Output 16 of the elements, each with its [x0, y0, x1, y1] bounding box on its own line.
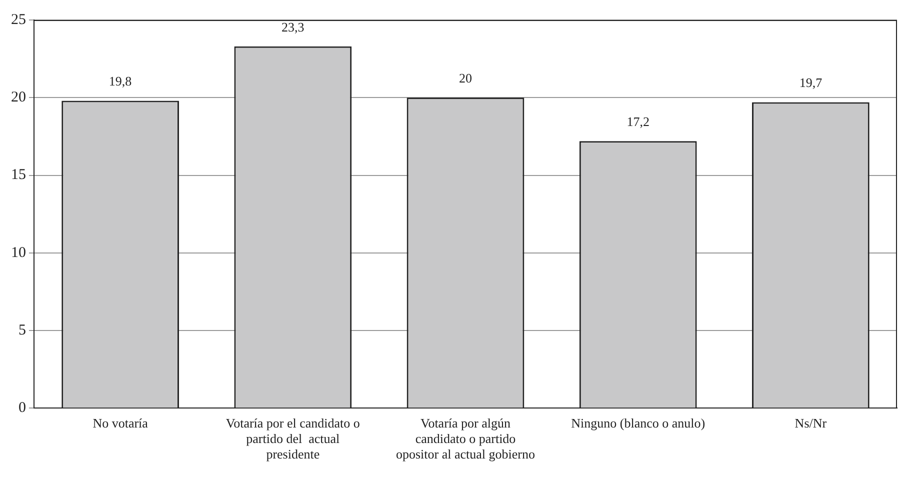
data-label: 19,8	[108, 74, 132, 89]
y-tick-label: 25	[11, 12, 26, 28]
y-tick-label: 20	[11, 90, 26, 106]
data-label: 17,2	[626, 114, 650, 130]
x-tick-label: Ns/Nr	[794, 415, 828, 430]
y-tick-label: 10	[11, 244, 26, 261]
data-label: 23,3	[282, 19, 304, 34]
y-tick-label: 5	[18, 322, 26, 338]
x-tick-label: Votaría por algún candidato o partido opositor al actual gobierno	[396, 415, 535, 462]
data-label: 20	[459, 70, 472, 86]
x-tick-label: Votaría por el candidato o partido del actual presidente	[226, 415, 360, 462]
data-label: 19,7	[799, 75, 823, 90]
y-tick-label: 0	[18, 400, 26, 416]
y-tick-label: 15	[11, 167, 26, 184]
x-tick-label: Ninguno (blanco o anulo)	[571, 415, 706, 430]
x-tick-label: No votaría	[92, 415, 148, 430]
